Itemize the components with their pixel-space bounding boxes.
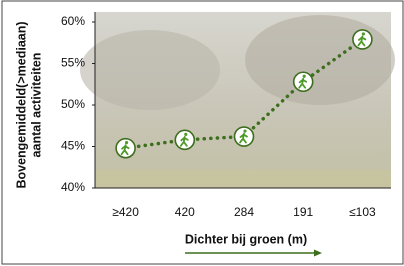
- marker: [175, 130, 194, 149]
- page: Dichter bij groen (m) Bovengemiddeld(>me…: [0, 0, 404, 266]
- y-tick-label: 50%: [61, 97, 85, 111]
- walker-head: [362, 32, 365, 35]
- tree-shade: [245, 15, 395, 105]
- x-tick-label: 191: [293, 205, 313, 219]
- walker-head: [303, 75, 306, 78]
- x-tick-label: 420: [175, 205, 195, 219]
- walker-head: [184, 133, 187, 136]
- chart: Dichter bij groen (m) Bovengemiddeld(>me…: [0, 0, 404, 266]
- y-tick-label: 60%: [61, 14, 85, 28]
- x-tick-label: 284: [234, 205, 254, 219]
- y-tick-label: 55%: [61, 56, 85, 70]
- marker: [353, 30, 372, 49]
- marker: [294, 72, 313, 91]
- y-title-line: aantal activiteiten: [29, 53, 43, 158]
- x-axis-title: Dichter bij groen (m): [185, 232, 307, 246]
- marker: [235, 127, 254, 146]
- grass: [95, 170, 391, 188]
- y-title-line: Bovengemiddeld(>mediaan): [14, 21, 28, 188]
- y-tick-label: 45%: [61, 139, 85, 153]
- marker: [116, 139, 135, 158]
- x-tick-label: ≤103: [349, 205, 376, 219]
- walker-head: [243, 129, 246, 132]
- walker-head: [125, 141, 128, 144]
- x-tick-label: ≥420: [112, 205, 139, 219]
- y-tick-label: 40%: [61, 180, 85, 194]
- tree-shade: [80, 30, 220, 110]
